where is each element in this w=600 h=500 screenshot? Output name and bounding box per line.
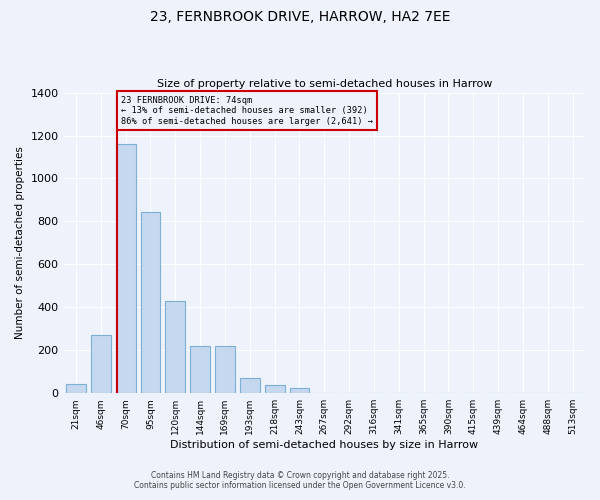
Text: 23 FERNBROOK DRIVE: 74sqm
← 13% of semi-detached houses are smaller (392)
86% of: 23 FERNBROOK DRIVE: 74sqm ← 13% of semi-… — [121, 96, 373, 126]
Bar — [66, 384, 86, 393]
Bar — [190, 346, 210, 393]
Text: Contains HM Land Registry data © Crown copyright and database right 2025.
Contai: Contains HM Land Registry data © Crown c… — [134, 470, 466, 490]
X-axis label: Distribution of semi-detached houses by size in Harrow: Distribution of semi-detached houses by … — [170, 440, 478, 450]
Bar — [215, 346, 235, 393]
Y-axis label: Number of semi-detached properties: Number of semi-detached properties — [15, 146, 25, 340]
Bar — [116, 144, 136, 393]
Bar — [166, 301, 185, 393]
Bar — [240, 378, 260, 393]
Title: Size of property relative to semi-detached houses in Harrow: Size of property relative to semi-detach… — [157, 79, 492, 89]
Text: 23, FERNBROOK DRIVE, HARROW, HA2 7EE: 23, FERNBROOK DRIVE, HARROW, HA2 7EE — [150, 10, 450, 24]
Bar — [290, 388, 310, 393]
Bar — [91, 335, 111, 393]
Bar — [265, 384, 284, 393]
Bar — [140, 212, 160, 393]
